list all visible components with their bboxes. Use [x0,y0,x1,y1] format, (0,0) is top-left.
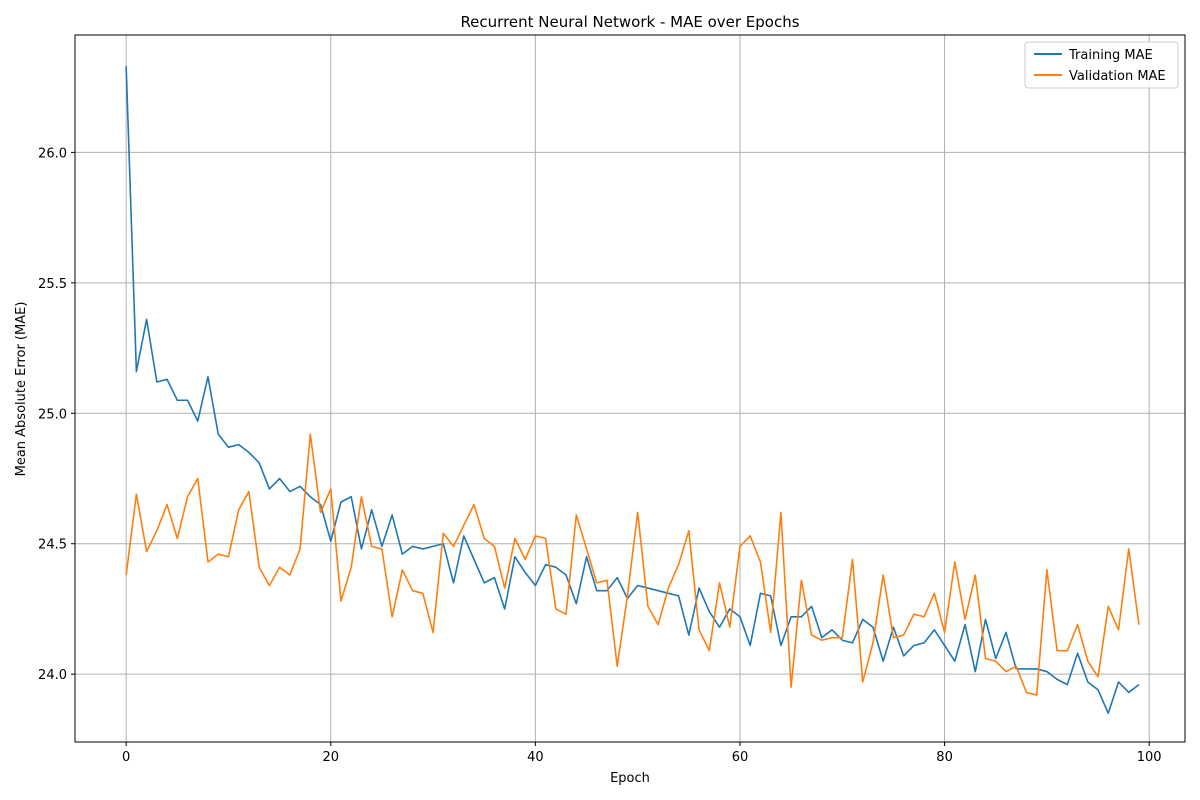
legend-items: Training MAE Validation MAE [1034,48,1166,84]
x-axis-ticks: 0 20 40 60 80 100 [122,742,1162,765]
plot-area-frame [74,34,1186,743]
legend-label: Training MAE [1068,48,1153,63]
x-tick-label: 0 [122,750,130,765]
legend-box [1024,41,1179,89]
x-tick-label: 80 [936,750,953,765]
y-tick-label: 24.0 [38,668,67,683]
y-tick-label: 26.0 [38,146,67,161]
legend-label: Validation MAE [1069,69,1166,84]
series-lines [125,66,1140,715]
x-tick-label: 60 [732,750,749,765]
y-axis-ticks: 24.0 24.5 25.0 25.5 26.0 [38,146,75,683]
chart-title: Recurrent Neural Network - MAE over Epoc… [460,13,799,31]
x-tick-label: 100 [1137,750,1162,765]
y-tick-label: 25.0 [38,407,67,422]
y-tick-label: 24.5 [38,538,67,553]
series-line-validation-mae [125,433,1140,696]
grid [75,35,1185,742]
x-tick-label: 40 [527,750,544,765]
y-axis-label: Mean Absolute Error (MAE) [14,302,29,477]
legend: Training MAE Validation MAE [1024,41,1179,89]
x-axis-label: Epoch [610,771,650,786]
y-tick-label: 25.5 [38,277,67,292]
x-tick-label: 20 [322,750,339,765]
series-line-training-mae [125,66,1140,715]
